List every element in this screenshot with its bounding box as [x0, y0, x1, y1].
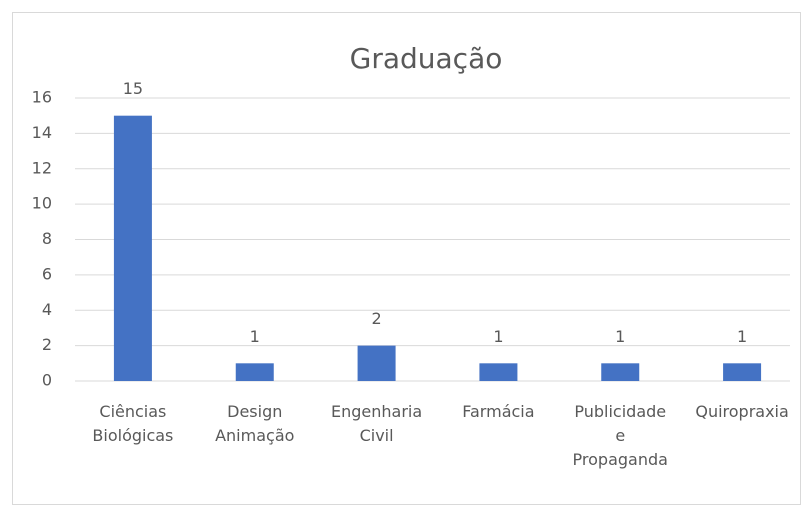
data-label: 2: [371, 309, 381, 328]
y-tick-label: 0: [42, 371, 52, 390]
x-tick-label: Engenharia Civil: [330, 402, 423, 445]
y-tick-label: 4: [42, 300, 52, 319]
y-tick-label: 2: [42, 335, 52, 354]
bar: [357, 345, 396, 381]
x-tick-label: Quiropraxia: [695, 402, 789, 421]
x-tick-label: Publicidade e Propaganda: [572, 402, 668, 469]
data-label: 1: [737, 327, 747, 346]
bar: [723, 363, 762, 381]
data-label: 1: [250, 327, 260, 346]
bar: [479, 363, 518, 381]
chart-title: Graduação: [350, 42, 503, 75]
y-tick-label: 10: [32, 194, 52, 213]
data-label: 15: [123, 79, 143, 98]
bar: [235, 363, 274, 381]
y-tick-label: 16: [32, 88, 52, 107]
bar: [601, 363, 640, 381]
x-tick-label: Farmácia: [462, 402, 535, 421]
data-label: 1: [493, 327, 503, 346]
y-tick-label: 12: [32, 158, 52, 177]
y-tick-label: 8: [42, 229, 52, 248]
y-tick-label: 14: [32, 123, 52, 142]
y-tick-label: 6: [42, 264, 52, 283]
bar: [113, 115, 152, 381]
x-tick-label: Design Animação: [215, 402, 295, 445]
x-tick-label: Ciências Biológicas: [92, 402, 174, 445]
data-label: 1: [615, 327, 625, 346]
